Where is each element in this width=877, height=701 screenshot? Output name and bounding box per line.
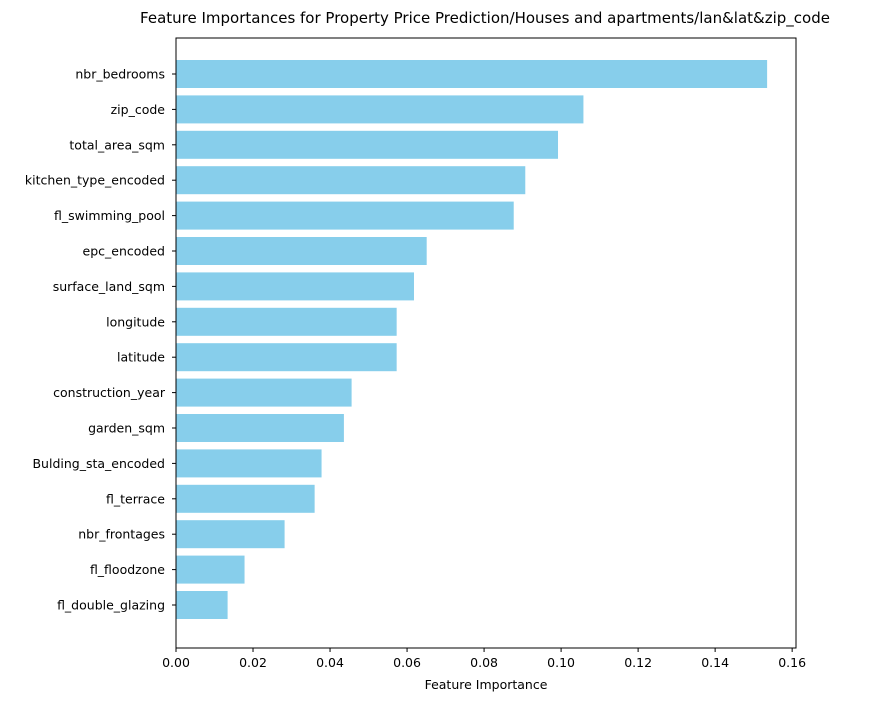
y-tick-label: Bulding_sta_encoded (32, 456, 165, 471)
x-tick-label: 0.10 (547, 655, 575, 670)
bar-kitchen_type_encoded (176, 166, 526, 195)
y-tick-label: latitude (117, 350, 165, 365)
y-tick-label: surface_land_sqm (53, 279, 165, 294)
x-tick-label: 0.06 (393, 655, 421, 670)
y-tick-label: nbr_frontages (78, 527, 165, 542)
x-tick-label: 0.16 (778, 655, 806, 670)
y-tick-label: fl_double_glazing (57, 598, 165, 613)
bars-group (176, 60, 768, 619)
bar-nbr_frontages (176, 520, 285, 549)
y-tick-label: longitude (106, 314, 165, 329)
bar-fl_double_glazing (176, 591, 228, 619)
x-axis: 0.00 0.02 0.04 0.06 0.08 0.10 0.12 0.14 0.16 (162, 648, 806, 670)
y-tick-label: construction_year (53, 385, 166, 400)
bar-fl_swimming_pool (176, 201, 514, 230)
x-axis-label: Feature Importance (425, 677, 548, 692)
x-tick-label: 0.02 (239, 655, 267, 670)
chart-title: Feature Importances for Property Price P… (140, 9, 830, 28)
y-tick-label: fl_terrace (106, 491, 165, 506)
x-tick-label: 0.04 (316, 655, 344, 670)
y-tick-label: fl_swimming_pool (54, 208, 165, 223)
y-tick-label: kitchen_type_encoded (25, 173, 165, 188)
bar-fl_terrace (176, 484, 315, 513)
plot-frame (175, 37, 797, 649)
bar-fl_floodzone (176, 555, 245, 584)
x-tick-label: 0.12 (624, 655, 652, 670)
bar-epc_encoded (176, 237, 427, 265)
x-tick-label: 0.00 (162, 655, 190, 670)
bar-longitude (176, 307, 397, 336)
x-tick-label: 0.14 (701, 655, 729, 670)
bar-zip_code (176, 95, 584, 124)
y-tick-label: nbr_bedrooms (75, 67, 165, 82)
bar-nbr_bedrooms (176, 60, 768, 88)
y-tick-label: fl_floodzone (90, 562, 165, 577)
bar-garden_sqm (176, 414, 344, 442)
x-tick-label: 0.08 (470, 655, 498, 670)
y-axis: nbr_bedrooms zip_code total_area_sqmkitche… (25, 67, 176, 613)
y-tick-label: epc_encoded (83, 244, 165, 259)
y-tick-label: garden_sqm (88, 421, 165, 436)
y-tick-label: total_area_sqm (69, 137, 165, 152)
bar-construction_year (176, 378, 352, 407)
bar-surface_land_sqm (176, 272, 414, 301)
bar-total_area_sqm (176, 130, 559, 159)
bar-Bulding_sta_encoded (176, 449, 322, 478)
bar-latitude (176, 343, 397, 372)
y-tick-label: zip_code (111, 102, 166, 117)
